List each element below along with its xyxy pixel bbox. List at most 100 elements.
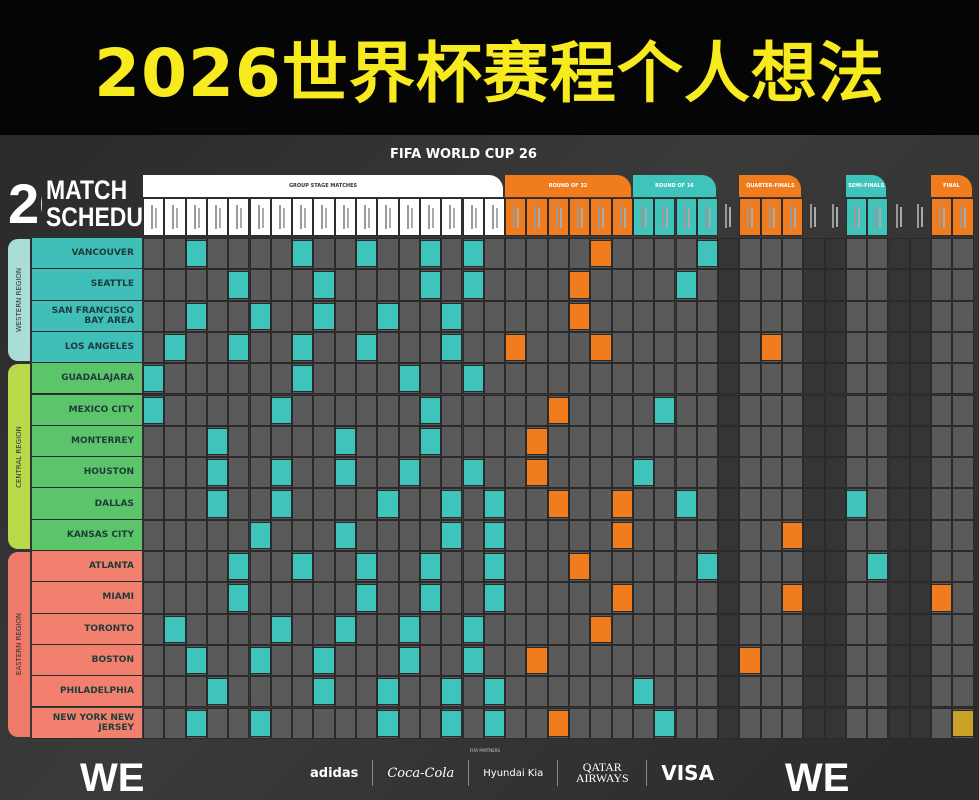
schedule-cell [505, 582, 527, 614]
schedule-cell [419, 613, 442, 645]
qatar-airways-logo: QATAR AIRWAYS [575, 760, 629, 785]
schedule-cell [526, 707, 548, 739]
schedule-cell [931, 457, 953, 489]
schedule-cell [845, 676, 868, 708]
schedule-cell [590, 394, 612, 426]
schedule-cell [654, 551, 676, 583]
schedule-cell [888, 488, 910, 520]
schedule-cell [824, 394, 846, 426]
schedule-cell [888, 676, 910, 708]
match-marker [462, 459, 484, 487]
schedule-cell [782, 707, 804, 739]
schedule-cell [654, 269, 676, 301]
schedule-cell [356, 676, 378, 708]
match-marker [185, 646, 207, 675]
schedule-cell [419, 676, 442, 708]
schedule-cell [675, 582, 697, 614]
schedule-cell [867, 300, 889, 332]
schedule-cell [845, 644, 868, 677]
schedule-cell [164, 519, 186, 551]
schedule-cell [292, 457, 314, 489]
schedule-cell [270, 425, 293, 458]
city-label: TORONTO [32, 613, 142, 645]
city-label: MIAMI [32, 582, 142, 614]
schedule-cell [249, 457, 271, 489]
schedule-cell [185, 582, 207, 614]
date-column-header [377, 198, 399, 236]
schedule-cell [803, 394, 825, 426]
schedule-cell [803, 269, 825, 301]
schedule-cell [143, 269, 165, 301]
schedule-cell [441, 613, 463, 645]
match-marker [654, 709, 676, 737]
schedule-cell [632, 551, 655, 583]
match-marker [334, 427, 356, 456]
match-marker [398, 459, 420, 487]
schedule-cell [313, 551, 335, 583]
schedule-cell [185, 613, 207, 645]
match-marker [206, 490, 229, 518]
schedule-cell [356, 363, 378, 395]
schedule-cell [249, 394, 271, 426]
schedule-cell [888, 269, 910, 301]
schedule-cell [483, 238, 506, 270]
schedule-cell [803, 613, 825, 645]
city-label: MEXICO CITY [32, 394, 142, 426]
schedule-cell [249, 676, 271, 708]
match-marker [483, 521, 506, 549]
match-marker [526, 427, 548, 456]
schedule-cell [803, 238, 825, 270]
schedule-cell [739, 707, 761, 739]
schedule-cell [526, 676, 548, 708]
date-column-header [164, 198, 186, 236]
schedule-cell [206, 613, 229, 645]
schedule-cell [632, 238, 655, 270]
schedule-cell [845, 394, 868, 426]
match-marker [483, 709, 506, 737]
match-marker [867, 553, 889, 581]
match-marker [249, 302, 271, 330]
match-marker [952, 709, 974, 737]
schedule-cell [675, 363, 697, 395]
schedule-cell [185, 269, 207, 301]
match-marker [590, 240, 612, 268]
schedule-cell [718, 457, 740, 489]
city-label: NEW YORK NEW JERSEY [32, 707, 142, 739]
schedule-cell [590, 582, 612, 614]
date-column-header [462, 198, 484, 236]
schedule-cell [845, 425, 868, 458]
schedule-cell [313, 457, 335, 489]
match-marker [632, 459, 655, 487]
city-label: VANCOUVER [32, 238, 142, 270]
schedule-cell [654, 582, 676, 614]
schedule-cell [206, 363, 229, 395]
schedule-cell [483, 425, 506, 458]
schedule-cell [249, 363, 271, 395]
match-marker [590, 615, 612, 643]
schedule-cell [739, 238, 761, 270]
schedule-cell [782, 551, 804, 583]
schedule-cell [526, 269, 548, 301]
schedule-cell [718, 613, 740, 645]
schedule-cell [632, 582, 655, 614]
schedule-cell [611, 644, 633, 677]
schedule-cell [654, 300, 676, 332]
schedule-cell [228, 488, 250, 520]
match-marker [462, 271, 484, 299]
match-marker [845, 490, 868, 518]
schedule-cell [867, 457, 889, 489]
schedule-cell [228, 425, 250, 458]
match-marker [675, 490, 697, 518]
match-marker [462, 240, 484, 268]
schedule-cell [398, 394, 420, 426]
schedule-cell [206, 707, 229, 739]
schedule-cell [718, 519, 740, 551]
schedule-cell [782, 363, 804, 395]
schedule-cell [611, 457, 633, 489]
schedule-cell [547, 519, 569, 551]
match-marker [292, 240, 314, 268]
city-label: GUADALAJARA [32, 363, 142, 395]
schedule-cell [803, 582, 825, 614]
schedule-cell [867, 269, 889, 301]
region-bar: EASTERN REGION [8, 552, 30, 737]
